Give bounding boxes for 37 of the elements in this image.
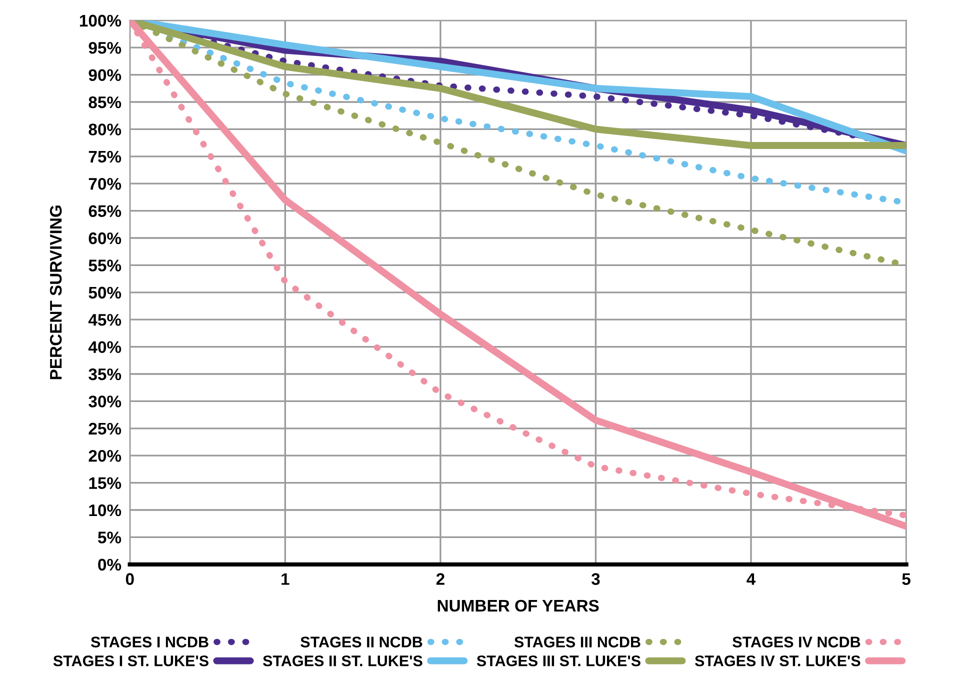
y-tick-label: 50% — [88, 286, 122, 299]
y-tick-label: 55% — [88, 260, 122, 272]
x-tick-label: 1 — [282, 573, 290, 585]
y-axis-title: PERCENT SURVIVING — [50, 206, 62, 380]
y-tick-label: 85% — [88, 96, 122, 108]
x-tick-label: 4 — [746, 573, 756, 585]
legend-label: STAGES III NCDB — [514, 636, 640, 648]
x-tick-label: 3 — [591, 573, 600, 585]
legend-label: STAGES II NCDB — [300, 636, 422, 648]
y-tick-label: 90% — [88, 69, 122, 82]
y-tick-label: 70% — [88, 178, 122, 190]
legend-label: STAGES II ST. LUKE'S — [262, 655, 422, 666]
y-tick-label: 95% — [88, 42, 122, 54]
x-tick-label: 0 — [126, 573, 134, 585]
y-tick-label: 45% — [88, 314, 122, 326]
y-tick-label: 10% — [89, 504, 122, 516]
y-tick-label: 25% — [88, 422, 122, 435]
x-tick-label: 2 — [436, 573, 444, 585]
y-tick-label: 75% — [88, 150, 122, 163]
legend-label: STAGES III ST. LUKE'S — [476, 655, 640, 666]
x-tick-label: 5 — [902, 573, 910, 585]
y-tick-label: 35% — [88, 368, 122, 380]
y-tick-label: 0% — [98, 558, 122, 571]
y-tick-label: 100% — [80, 14, 122, 27]
legend-label: STAGES IV NCDB — [732, 636, 860, 648]
legend-label: STAGES I ST. LUKE'S — [53, 655, 208, 666]
legend-label: STAGES I NCDB — [90, 636, 208, 648]
y-tick-label: 80% — [88, 124, 122, 136]
y-tick-label: 5% — [98, 532, 122, 544]
x-axis-title: NUMBER OF YEARS — [438, 600, 599, 612]
y-tick-label: 65% — [88, 205, 122, 218]
y-tick-label: 20% — [88, 450, 122, 462]
y-tick-label: 40% — [88, 341, 122, 354]
y-tick-label: 15% — [89, 477, 122, 490]
legend-label: STAGES IV ST. LUKE'S — [694, 655, 860, 666]
y-tick-label: 30% — [88, 396, 122, 408]
y-tick-label: 60% — [88, 232, 122, 244]
